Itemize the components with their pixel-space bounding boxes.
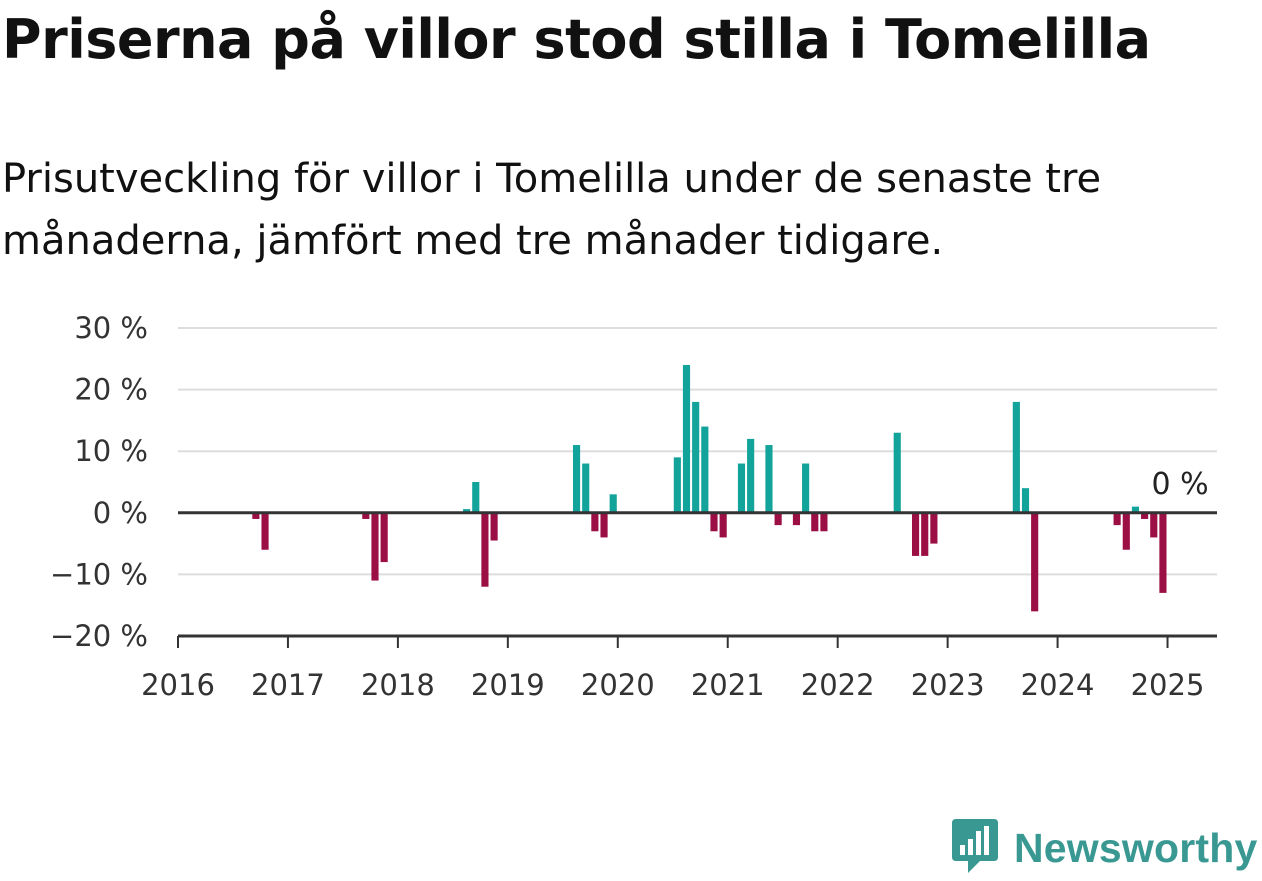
bar bbox=[921, 512, 929, 556]
newsworthy-brand: Newsworthy bbox=[950, 817, 1258, 879]
bar bbox=[710, 512, 718, 532]
x-tick-labels: 2016 2017 2018 2019 2020 2021 2022 2023 2024 2025 bbox=[141, 668, 1204, 702]
bar bbox=[701, 426, 709, 513]
bar bbox=[572, 445, 581, 513]
bar bbox=[774, 512, 782, 526]
y-tick-label: 10 % bbox=[74, 434, 148, 468]
x-tick-label: 2020 bbox=[581, 668, 655, 702]
bar bbox=[481, 512, 489, 587]
axes bbox=[177, 511, 1217, 648]
bar bbox=[1021, 488, 1030, 513]
bar bbox=[490, 512, 498, 541]
bar bbox=[472, 482, 480, 513]
bar bbox=[1159, 512, 1167, 593]
bar bbox=[252, 512, 260, 519]
x-tick-label: 2017 bbox=[251, 668, 325, 702]
y-tick-labels: 30 % 20 % 10 % 0 % −10 % −20 % bbox=[50, 311, 148, 653]
bar bbox=[692, 401, 700, 513]
annotations: 0 % bbox=[1152, 467, 1209, 502]
bar bbox=[261, 512, 269, 550]
bar bbox=[682, 364, 691, 513]
bar bbox=[765, 445, 773, 513]
bar bbox=[609, 494, 617, 513]
bar bbox=[673, 457, 681, 513]
bar bbox=[792, 512, 801, 526]
bar bbox=[591, 512, 599, 532]
bar bbox=[600, 512, 608, 538]
x-tick-label: 2021 bbox=[691, 668, 765, 702]
x-tick-label: 2022 bbox=[801, 668, 875, 702]
bar bbox=[1150, 512, 1158, 538]
brand-name: Newsworthy bbox=[1014, 824, 1258, 871]
bar bbox=[820, 512, 828, 532]
y-tick-label: −10 % bbox=[50, 557, 148, 591]
bar bbox=[380, 512, 388, 563]
bar bbox=[371, 512, 379, 581]
bar bbox=[362, 512, 370, 519]
bar bbox=[582, 463, 590, 513]
bar bbox=[1012, 401, 1020, 513]
bar bbox=[1122, 512, 1130, 550]
bar bbox=[893, 432, 901, 513]
y-tick-label: 20 % bbox=[74, 373, 148, 407]
bar bbox=[719, 512, 727, 538]
chart-subtitle: Prisutveckling för villor i Tomelilla un… bbox=[2, 156, 1102, 264]
x-tick-label: 2025 bbox=[1131, 668, 1205, 702]
bar bbox=[1031, 512, 1039, 612]
annotation-label: 0 % bbox=[1152, 467, 1209, 502]
bar bbox=[811, 512, 819, 532]
y-tick-label: 30 % bbox=[74, 311, 148, 345]
x-tick-label: 2019 bbox=[471, 668, 545, 702]
bar bbox=[1141, 512, 1149, 519]
x-tick-label: 2016 bbox=[141, 668, 215, 702]
x-tick-label: 2018 bbox=[361, 668, 435, 702]
bar bbox=[930, 512, 938, 544]
y-tick-label: −20 % bbox=[50, 619, 148, 653]
bar bbox=[1113, 512, 1121, 526]
bar bbox=[1131, 506, 1140, 513]
newsworthy-logo-icon bbox=[950, 815, 1000, 881]
bar bbox=[747, 438, 755, 513]
bar bbox=[802, 463, 810, 513]
y-tick-label: 0 % bbox=[93, 496, 148, 530]
bars bbox=[252, 364, 1167, 612]
chart-title: Priserna på villor stod stilla i Tomelil… bbox=[2, 8, 1151, 71]
x-tick-label: 2023 bbox=[911, 668, 985, 702]
bar bbox=[737, 463, 746, 513]
bar bbox=[463, 509, 471, 513]
x-tick-label: 2024 bbox=[1021, 668, 1095, 702]
bar bbox=[911, 512, 920, 556]
